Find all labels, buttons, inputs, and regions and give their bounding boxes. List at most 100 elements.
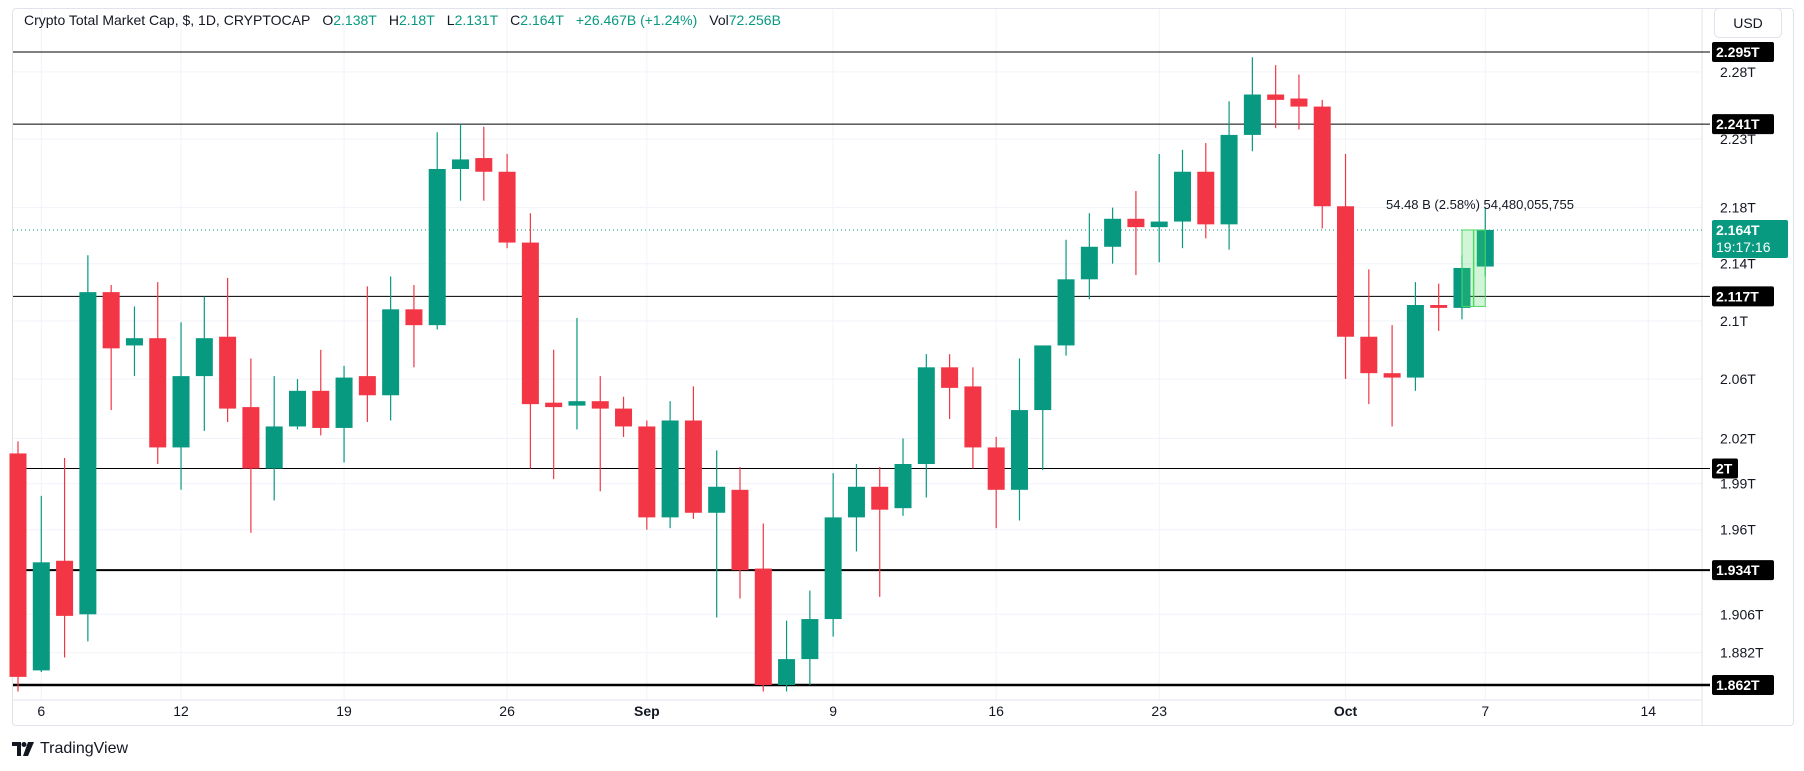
candle-body [288, 390, 306, 427]
candle-up[interactable] [288, 379, 306, 430]
candle-down[interactable] [498, 153, 516, 249]
candle-body [1034, 345, 1052, 411]
candle-up[interactable] [708, 450, 726, 618]
candle-down[interactable] [964, 367, 982, 469]
candle-body [358, 376, 376, 396]
candle-down[interactable] [1290, 74, 1308, 130]
candle-down[interactable] [871, 467, 889, 597]
candle-up[interactable] [382, 276, 400, 421]
candle-down[interactable] [1127, 191, 1145, 276]
candle-up[interactable] [917, 354, 935, 498]
candle-up[interactable] [1010, 358, 1028, 521]
candle-down[interactable] [475, 126, 493, 201]
candle-down[interactable] [638, 420, 656, 530]
symbol-legend[interactable]: Crypto Total Market Cap, $, 1D, CRYPTOCA… [24, 12, 781, 28]
candle-body [1150, 221, 1168, 228]
candle-down[interactable] [1197, 143, 1215, 239]
candle-down[interactable] [102, 285, 120, 411]
price-tick-label: 2.14T [1720, 256, 1756, 272]
candle-body [871, 486, 889, 510]
candle-down[interactable] [615, 396, 633, 437]
candle-up[interactable] [801, 590, 819, 685]
candle-body [568, 401, 586, 406]
candle-down[interactable] [591, 376, 609, 492]
candle-body [545, 402, 563, 408]
candle-up[interactable] [1220, 101, 1238, 250]
time-tick-label: Sep [634, 703, 660, 719]
candle-up[interactable] [1034, 345, 1052, 471]
candle-up[interactable] [1057, 239, 1075, 356]
candle-body [125, 338, 143, 346]
candle-up[interactable] [79, 255, 97, 642]
candle-up[interactable] [1406, 282, 1424, 391]
candle-down[interactable] [358, 286, 376, 422]
chart-frame [12, 8, 1794, 726]
candle-down[interactable] [684, 386, 702, 519]
high-value: 2.18T [398, 12, 435, 28]
candle-down[interactable] [1267, 65, 1285, 129]
price-axis: 2.28T 2.23T 2.18T 2.14T 2.1T 2.06T 2.02T 1.99T 1… [1712, 42, 1788, 695]
low-label: L [446, 12, 455, 28]
candle-down[interactable] [941, 354, 959, 419]
time-tick-label: 16 [988, 703, 1004, 719]
candle-up[interactable] [1174, 149, 1191, 249]
candle-up[interactable] [125, 306, 143, 377]
candle-down[interactable] [312, 349, 330, 436]
candle-up[interactable] [265, 376, 283, 501]
candle-up[interactable] [894, 438, 912, 516]
candle-down[interactable] [9, 441, 27, 692]
candle-body [79, 292, 97, 615]
symbol-title[interactable]: Crypto Total Market Cap, $, 1D, CRYPTOCA… [24, 12, 311, 28]
candle-down[interactable] [1360, 269, 1378, 405]
candle-up[interactable] [847, 464, 865, 552]
measure-tool: 54.48 B (2.58%) 54,480,055,755 [1386, 197, 1574, 307]
price-line-badge-label: 2.295T [1716, 44, 1760, 60]
price-tick-label: 2.06T [1720, 371, 1756, 387]
candle-body [1267, 94, 1285, 100]
candle-up[interactable] [1104, 207, 1122, 264]
candle-down[interactable] [1430, 283, 1448, 331]
candle-up[interactable] [661, 401, 679, 529]
candle-down[interactable] [731, 467, 749, 599]
candle-body [661, 420, 679, 518]
tradingview-brand[interactable]: TradingView [12, 740, 128, 758]
candle-down[interactable] [1337, 153, 1355, 380]
volume-label: Vol [709, 12, 729, 28]
candle-up[interactable] [32, 495, 50, 673]
candle-up[interactable] [172, 322, 190, 490]
candle-down[interactable] [1313, 99, 1331, 229]
candle-down[interactable] [754, 523, 772, 692]
time-tick-label: 14 [1641, 703, 1657, 719]
candle-down[interactable] [219, 277, 237, 422]
candle-body [1197, 171, 1215, 225]
candle-up[interactable] [452, 124, 470, 201]
candle-up[interactable] [1243, 57, 1261, 152]
candle-down[interactable] [521, 213, 539, 469]
candle-up[interactable] [824, 473, 842, 637]
price-line-badge [1712, 458, 1738, 479]
candle-up[interactable] [428, 132, 446, 330]
price-line-badge-label: 1.862T [1716, 677, 1760, 693]
candle-down[interactable] [242, 358, 260, 533]
candle-down[interactable] [405, 285, 423, 368]
candle-up[interactable] [1080, 213, 1098, 300]
candle-up[interactable] [778, 620, 796, 692]
candle-body [778, 659, 796, 685]
candle-body [1080, 246, 1098, 280]
candle-down[interactable] [56, 457, 74, 658]
candle-body [1360, 336, 1378, 374]
candle-body [708, 486, 726, 513]
time-tick-label: 26 [499, 703, 515, 719]
candle-body [149, 338, 167, 448]
candle-up[interactable] [335, 365, 353, 463]
currency-button[interactable]: USD [1714, 8, 1782, 38]
candle-down[interactable] [1383, 325, 1401, 427]
candle-up[interactable] [1150, 153, 1168, 263]
candle-down[interactable] [987, 436, 1005, 529]
candle-down[interactable] [149, 282, 167, 465]
candle-body [428, 169, 446, 326]
candle-down[interactable] [545, 349, 563, 480]
candle-up[interactable] [195, 296, 213, 431]
candle-up[interactable] [568, 317, 586, 430]
